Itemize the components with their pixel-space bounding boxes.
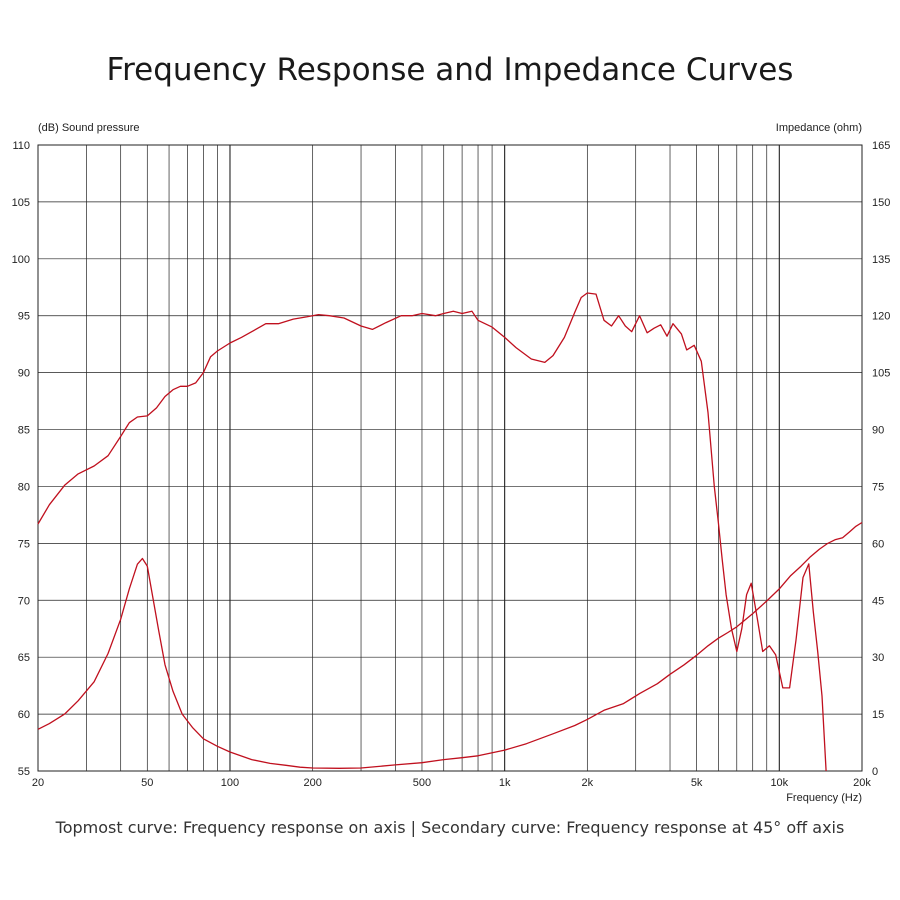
y-axis-label-left: (dB) Sound pressure	[38, 122, 140, 134]
y-left-tick-label: 60	[18, 709, 30, 721]
y-right-tick-label: 75	[872, 481, 884, 493]
y-left-tick-label: 65	[18, 652, 30, 664]
x-tick-label: 2k	[582, 777, 594, 789]
frequency-response-series-line	[37, 292, 827, 772]
x-tick-label: 20	[32, 777, 44, 789]
y-right-tick-label: 165	[872, 140, 890, 152]
y-right-tick-label: 0	[872, 766, 878, 778]
y-right-tick-label: 45	[872, 595, 884, 607]
y-right-tick-label: 90	[872, 425, 884, 437]
y-axis-label-right: Impedance (ohm)	[776, 122, 862, 134]
y-right-tick-label: 135	[872, 254, 890, 266]
x-tick-label: 50	[141, 777, 153, 789]
impedance-series-line	[37, 521, 863, 769]
y-left-tick-label: 95	[18, 311, 30, 323]
x-tick-label: 1k	[499, 777, 511, 789]
y-right-tick-label: 120	[872, 311, 890, 323]
tick-labels: 20 50 100 200 500 1k 2k 5k 10k 20k 55 60 65 70 75 80 85 9…	[12, 140, 891, 789]
y-left-tick-label: 55	[18, 766, 30, 778]
x-tick-label: 10k	[770, 777, 788, 789]
y-right-tick-label: 60	[872, 538, 884, 550]
y-right-tick-label: 150	[872, 197, 890, 209]
y-left-tick-label: 70	[18, 595, 30, 607]
y-left-tick-label: 75	[18, 538, 30, 550]
chart-caption: Topmost curve: Frequency response on axi…	[55, 818, 845, 837]
x-tick-label: 500	[413, 777, 431, 789]
y-left-tick-label: 90	[18, 368, 30, 380]
y-left-tick-label: 105	[12, 197, 30, 209]
plot-frame	[37, 144, 863, 772]
series-layer	[37, 292, 863, 772]
x-tick-label: 200	[303, 777, 321, 789]
x-tick-label: 5k	[691, 777, 703, 789]
y-left-tick-label: 100	[12, 254, 30, 266]
grid	[38, 145, 862, 771]
x-tick-label: 20k	[853, 777, 871, 789]
y-right-tick-label: 15	[872, 709, 884, 721]
y-right-tick-label: 105	[872, 368, 890, 380]
y-left-tick-label: 110	[12, 140, 30, 152]
y-left-tick-label: 80	[18, 481, 30, 493]
x-axis-label: Frequency (Hz)	[786, 792, 862, 804]
y-left-tick-label: 85	[18, 425, 30, 437]
chart-title: Frequency Response and Impedance Curves	[106, 52, 794, 88]
y-right-tick-label: 30	[872, 652, 884, 664]
x-tick-label: 100	[221, 777, 239, 789]
